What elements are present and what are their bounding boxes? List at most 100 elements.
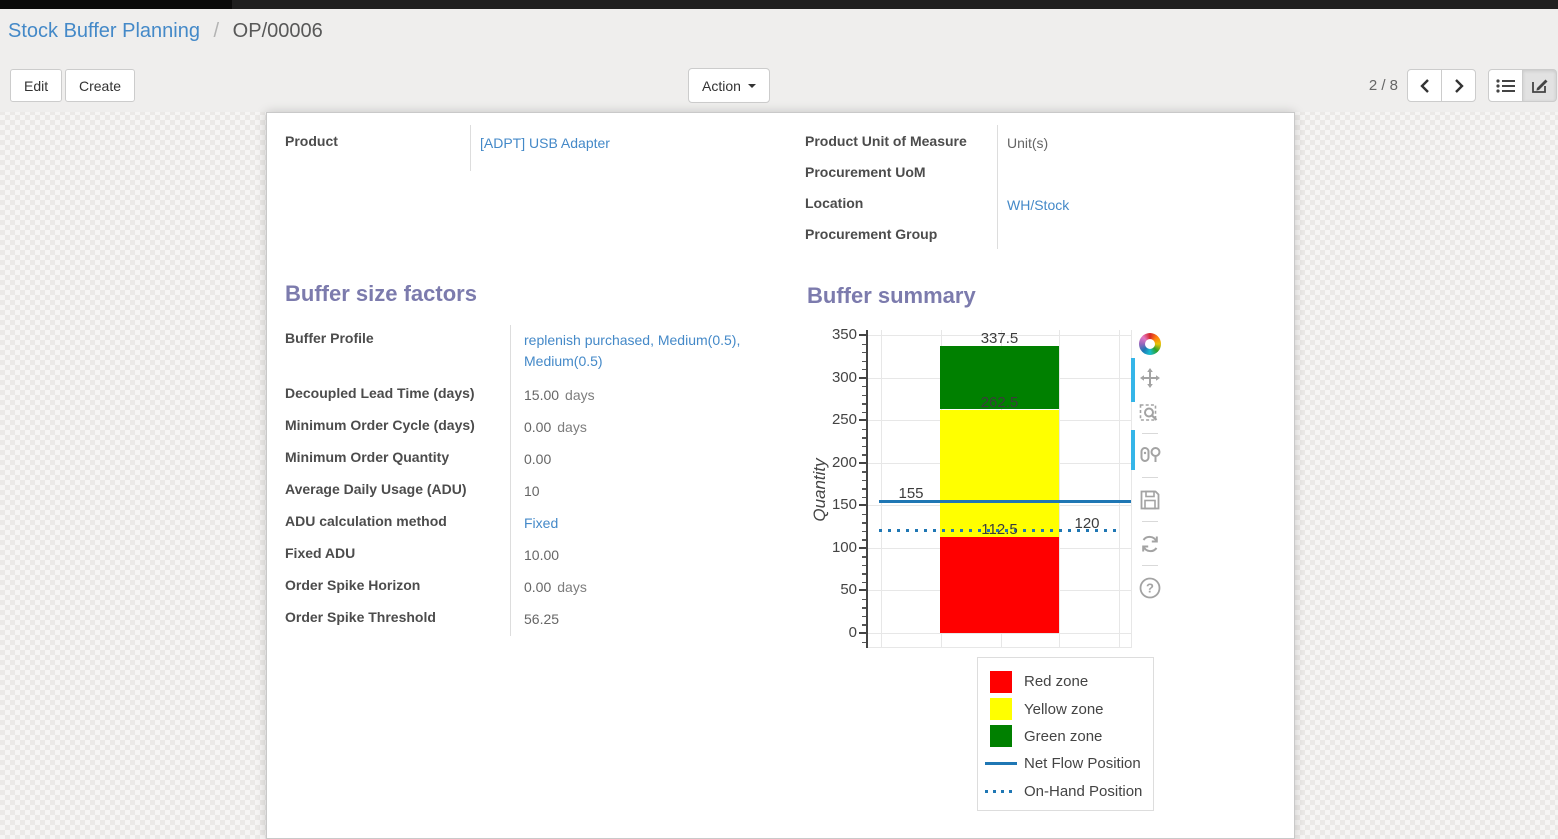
axis-minor-tick [862,564,867,567]
form-view-icon [1531,79,1547,93]
help-icon[interactable]: ? [1137,575,1163,601]
chart-gridline [881,330,882,648]
form-view-button[interactable] [1522,69,1557,102]
axis-minor-tick [862,607,867,609]
save-icon[interactable] [1137,487,1163,513]
pager-next-button[interactable] [1441,69,1476,102]
field-value-text: 0.00 [524,579,552,595]
field-value-text: Unit(s) [1007,135,1049,151]
axis-minor-tick [862,428,867,431]
field-row: Product Unit of Measure Unit(s) [805,125,1277,156]
chart-gridline [1119,330,1120,648]
field-row: Average Daily Usage (ADU) 10 [285,476,775,508]
field-value-suffix: days [565,387,595,403]
chart-gridline [1131,330,1132,648]
plotly-logo-icon[interactable] [1137,331,1163,357]
legend-label: Red zone [1024,673,1089,691]
field-value-text: 56.25 [524,611,560,627]
axis-minor-tick [862,479,867,482]
chart-gridline [867,335,1132,336]
chevron-right-icon [1454,78,1464,93]
field-value-text: 10.00 [524,547,560,563]
modebar-divider [1142,521,1158,522]
axis-tick [859,504,867,507]
compare-hover-icon[interactable] [1137,443,1163,469]
legend-label: Yellow zone [1024,700,1104,718]
pan-icon[interactable] [1137,365,1163,391]
field-label: Minimum Order Quantity [285,444,511,476]
yellow-zone-swatch [990,698,1012,721]
field-label: Order Spike Threshold [285,604,511,636]
field-value: replenish purchased, Medium(0.5), Medium… [511,325,775,380]
green-zone-bar [940,345,1059,410]
field-value-link[interactable]: [ADPT] USB Adapter [480,135,610,151]
breadcrumb: Stock Buffer Planning / OP/00006 [8,20,323,43]
field-row: Location WH/Stock [805,187,1277,218]
field-value: 10.00 [511,540,559,572]
field-value [998,156,1007,187]
axis-minor-tick [862,556,867,558]
axis-tick-label: 150 [831,496,857,514]
chart-value-label: 120 [1074,514,1100,532]
legend-label: On-Hand Position [1024,782,1143,800]
list-view-button[interactable] [1488,69,1523,102]
legend-item[interactable]: Green zone [978,723,1153,750]
action-dropdown-button[interactable]: Action [688,68,770,103]
axis-tick [859,419,867,422]
field-value [998,218,1007,249]
pager-previous-button[interactable] [1407,69,1442,102]
field-value-link[interactable]: replenish purchased, Medium(0.5), Medium… [524,332,741,369]
breadcrumb-parent-link[interactable]: Stock Buffer Planning [8,20,200,42]
axis-tick-label: 100 [831,538,857,556]
legend-item[interactable]: On-Hand Position [978,778,1153,805]
legend-item[interactable]: Red zone [978,668,1153,695]
field-value-text: 0.00 [524,419,552,435]
axis-minor-tick [862,496,867,499]
axis-minor-tick [862,539,867,541]
field-value: WH/Stock [998,187,1069,218]
axis-tick-label: 350 [831,326,857,343]
legend-swatch [978,725,1024,748]
axis-tick-label: 50 [840,581,857,599]
product-info-left-group: Product [ADPT] USB Adapter [285,125,740,171]
axis-minor-tick [862,352,867,354]
field-row: Order Spike Threshold 56.25 [285,604,775,636]
buffer-summary-title: Buffer summary [807,283,976,308]
field-value-text: 0.00 [524,451,552,467]
legend-label: Green zone [1024,727,1103,745]
chart-value-label: 155 [898,485,924,503]
field-label: Buffer Profile [285,325,511,380]
axis-minor-tick [862,343,867,345]
axis-minor-tick [862,386,867,388]
reset-axes-icon[interactable] [1137,531,1163,557]
create-button[interactable]: Create [65,69,136,102]
field-value: 56.25 [511,604,559,636]
axis-minor-tick [862,471,867,473]
axis-minor-tick [862,522,867,524]
axis-minor-tick [862,581,867,584]
field-label: Decoupled Lead Time (days) [285,380,511,412]
axis-minor-tick [862,411,867,414]
zoom-box-icon[interactable] [1137,399,1163,425]
legend-item[interactable]: Yellow zone [978,695,1153,722]
axis-tick [859,546,867,549]
buffer-size-factors-table: Buffer Profile replenish purchased, Mediu… [285,325,775,636]
field-value: Fixed [511,508,558,540]
legend-item[interactable]: Net Flow Position [978,750,1153,777]
field-value-suffix: days [557,419,587,435]
legend-swatch [978,698,1024,721]
y-axis-line [866,330,868,648]
axis-minor-tick [862,573,867,575]
field-value-link[interactable]: WH/Stock [1007,197,1070,213]
legend-swatch [978,789,1024,793]
axis-minor-tick [862,598,867,601]
yellow-zone-bar [940,409,1059,538]
breadcrumb-separator: / [213,20,220,42]
net-flow-position-line [879,499,1131,503]
axis-minor-tick [862,394,867,396]
edit-button[interactable]: Edit [10,69,63,102]
axis-minor-tick [862,403,867,405]
field-label: Product Unit of Measure [805,125,998,156]
view-switcher-group [1488,69,1557,102]
field-value-link[interactable]: Fixed [524,515,559,531]
